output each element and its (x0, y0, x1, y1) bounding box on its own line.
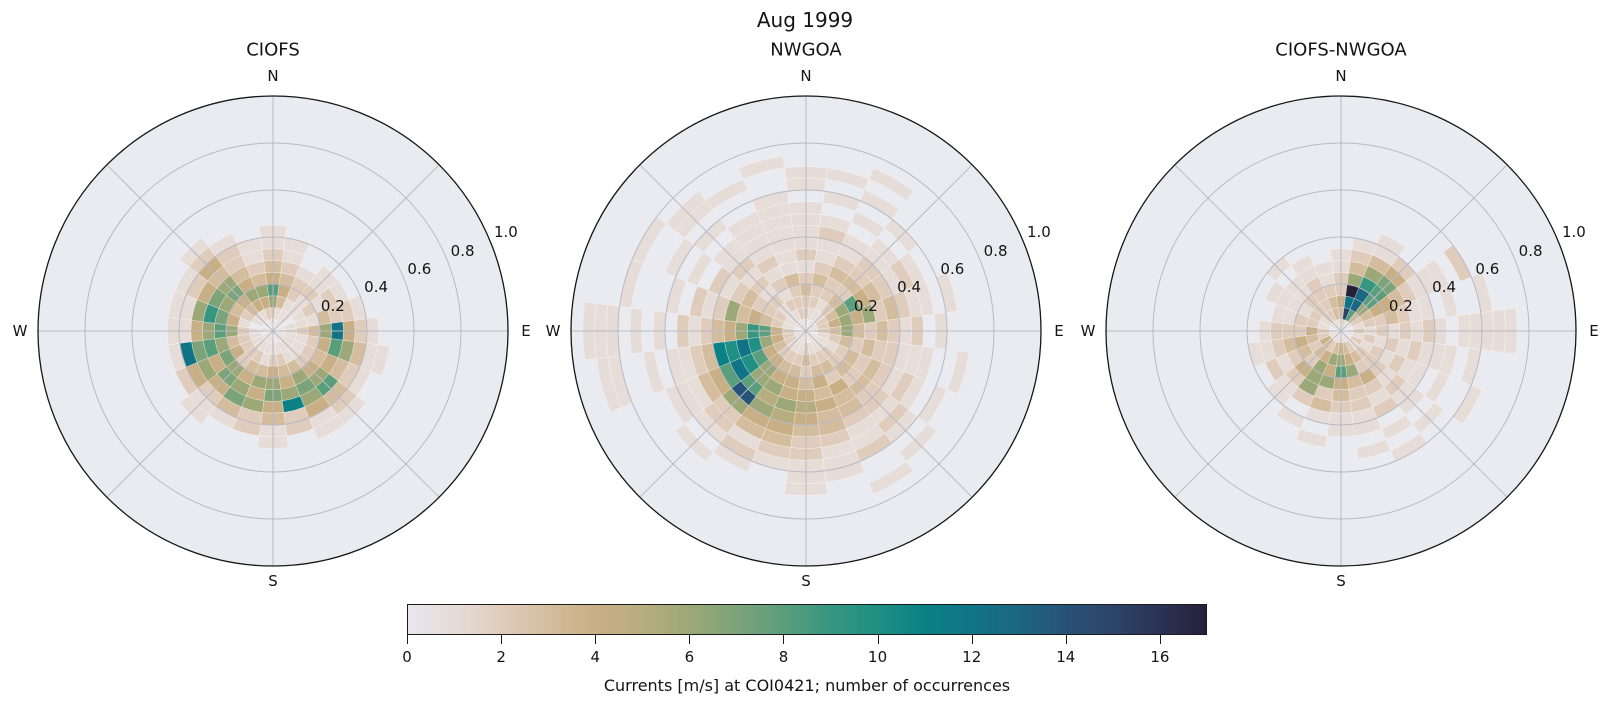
rose-cell (1290, 254, 1315, 276)
rose-cell (370, 344, 390, 377)
colorbar-tick-mark (689, 635, 691, 644)
polar-grid-spoke (639, 164, 973, 498)
rose-cell (1424, 371, 1450, 403)
colorbar-tick-label: 0 (402, 648, 412, 666)
colorbar-tick-mark (1159, 635, 1161, 644)
rose-cell (313, 414, 345, 440)
rose-cell (1313, 260, 1334, 278)
colorbar-tick-mark (407, 635, 408, 644)
rose-cell (1381, 414, 1413, 440)
rose-cell (868, 167, 914, 201)
rose-cell (946, 350, 970, 395)
rose-cell (819, 214, 852, 234)
rose-cell (261, 326, 274, 332)
r-tick-label: 1.0 (493, 223, 518, 242)
r-tick-label: 0.2 (853, 296, 878, 315)
colorbar-tick-mark (877, 635, 879, 644)
colorbar-tick-mark (783, 635, 785, 644)
rose-cell (738, 155, 785, 180)
rose-cell (1356, 439, 1391, 460)
colorbar-tick-mark (971, 635, 973, 644)
colorbar-tick-label: 12 (962, 648, 982, 666)
rose-cell (689, 285, 709, 318)
colorbar-tick-mark (1065, 635, 1067, 644)
compass-label-n: N (800, 67, 812, 85)
colorbar-tick-mark (595, 635, 597, 644)
rose-cell (850, 211, 886, 239)
r-tick-label: 0.8 (1518, 241, 1543, 260)
colorbar-tick-label: 8 (778, 648, 789, 666)
rose-cell (642, 350, 666, 395)
colorbar-tick-label: 2 (496, 648, 506, 666)
r-tick-label: 1.0 (1561, 223, 1586, 242)
rose-cell (1264, 280, 1286, 305)
rose-cell (1295, 428, 1328, 448)
plot-title-ciofs-nwgoa: CIOFS-NWGOA (1275, 39, 1407, 61)
compass-label-e: E (1589, 322, 1599, 340)
r-tick-label: 0.6 (940, 259, 965, 278)
plot-title-nwgoa: NWGOA (770, 39, 842, 61)
r-tick-label: 0.4 (897, 278, 922, 297)
polar-grid-spoke (1174, 164, 1508, 498)
r-tick-label: 0.4 (364, 278, 389, 297)
compass-label-s: S (268, 572, 278, 590)
compass-label-e: E (1054, 322, 1064, 340)
r-tick-label: 1.0 (1026, 223, 1051, 242)
rose-cell (705, 178, 748, 211)
rose-cell (686, 251, 714, 287)
colorbar-tick-label: 4 (590, 648, 601, 666)
rose-cell (1438, 285, 1458, 318)
compass-label-n: N (1335, 67, 1347, 85)
colorbar-tick-label: 14 (1056, 648, 1076, 666)
polar-spine (1105, 95, 1577, 567)
rose-cell (868, 461, 914, 495)
compass-label-w: W (1080, 322, 1096, 340)
r-tick-label: 0.4 (1432, 278, 1457, 297)
r-tick-label: 0.8 (450, 241, 475, 260)
colorbar (407, 604, 1207, 635)
compass-label-n: N (267, 67, 279, 85)
compass-label-e: E (521, 322, 531, 340)
colorbar-tick-label: 10 (868, 648, 888, 666)
colorbar-tick-label: 16 (1150, 648, 1170, 666)
polar-spine (570, 95, 1042, 567)
r-tick-label: 0.8 (983, 241, 1008, 260)
rose-cell (825, 167, 870, 191)
colorbar-tick-label: 6 (684, 648, 695, 666)
compass-label-s: S (801, 572, 811, 590)
figure-title: Aug 1999 (756, 8, 854, 32)
r-tick-label: 0.6 (1475, 259, 1500, 278)
compass-label-s: S (1336, 572, 1346, 590)
colorbar-tick-mark (501, 635, 503, 644)
polar-grid-spoke (106, 164, 440, 498)
compass-label-w: W (12, 322, 28, 340)
r-tick-label: 0.2 (320, 296, 345, 315)
rose-cell (914, 281, 935, 316)
polar-spine (37, 95, 509, 567)
plot-title-ciofs: CIOFS (246, 39, 300, 61)
r-tick-label: 0.2 (1388, 296, 1413, 315)
r-tick-label: 0.6 (407, 259, 432, 278)
colorbar-label: Currents [m/s] at COI0421; number of occ… (603, 676, 1011, 695)
compass-label-w: W (545, 322, 561, 340)
